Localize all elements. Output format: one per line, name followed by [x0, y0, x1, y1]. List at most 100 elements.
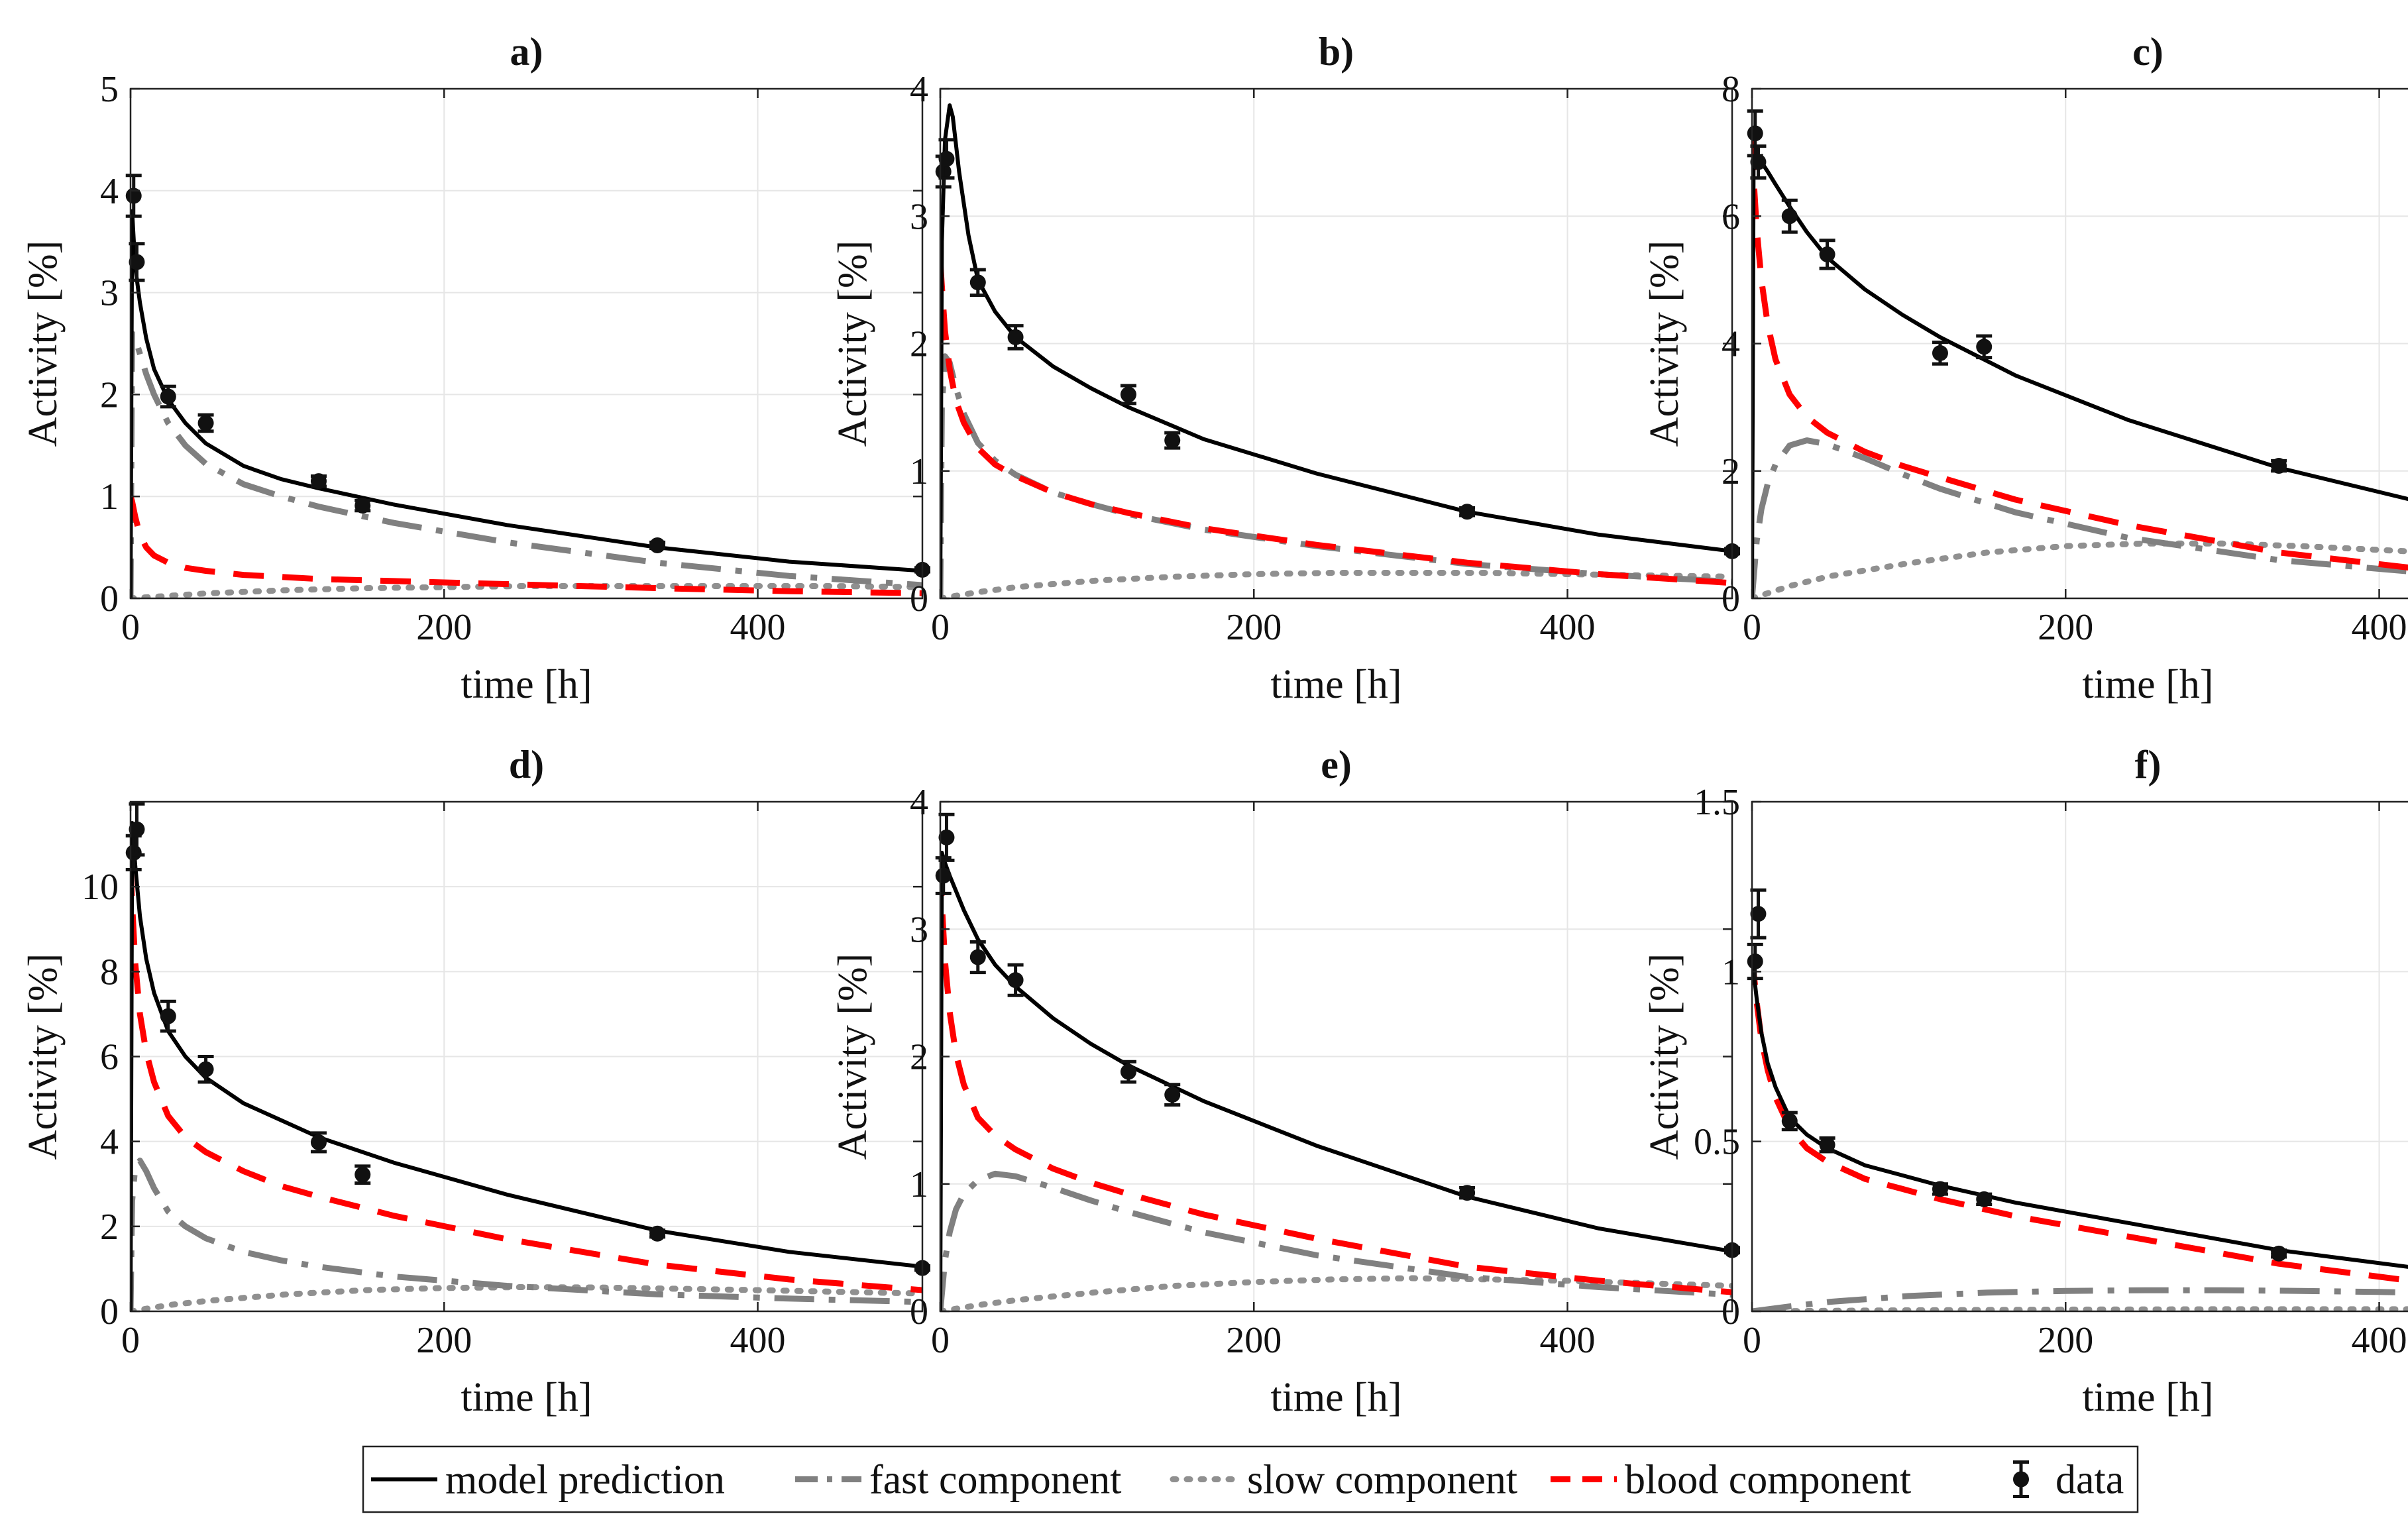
y-tick-label: 2 — [100, 374, 119, 415]
legend-label: data — [2055, 1458, 2124, 1503]
data-marker — [125, 844, 142, 861]
series-group — [940, 103, 1732, 598]
x-tick-label: 400 — [1540, 1320, 1596, 1361]
data-marker — [1819, 1136, 1835, 1153]
y-axis-label: Activity [%] — [21, 241, 66, 447]
data-marker — [355, 498, 371, 514]
data-point — [1459, 1185, 1476, 1201]
data-marker — [1120, 386, 1136, 403]
y-axis-label: Activity [%] — [1642, 241, 1687, 447]
data-point — [355, 498, 371, 514]
y-tick-label: 4 — [100, 171, 119, 212]
data-point — [649, 537, 666, 554]
y-tick-label: 2 — [100, 1207, 119, 1248]
legend-entry-slow-component: slow component — [1170, 1458, 1517, 1503]
data-point — [355, 1164, 371, 1185]
axes-box — [1751, 800, 2408, 1313]
series-group — [131, 209, 922, 598]
plot-area — [131, 89, 922, 598]
data-marker — [1819, 246, 1835, 262]
x-axis-label: time [h] — [1271, 662, 1402, 707]
legend: model prediction fast component slow compo… — [362, 1445, 2139, 1513]
x-tick-label: 0 — [931, 1320, 950, 1361]
y-tick-label: 0 — [100, 578, 119, 620]
x-tick-label: 0 — [121, 607, 140, 648]
data-marker — [1164, 1087, 1181, 1103]
data-point — [969, 268, 986, 297]
panel-a: 0 200 400 0 1 2 3 4 5 a) time [h] Activity [%] — [21, 30, 930, 707]
x-tick-label: 200 — [1226, 1320, 1282, 1361]
legend-label: model prediction — [445, 1458, 725, 1503]
data-point — [310, 1131, 327, 1154]
data-point — [1164, 431, 1181, 450]
data-marker — [649, 1225, 666, 1242]
y-tick-label: 4 — [910, 782, 928, 823]
series-blood-component — [940, 865, 1732, 1295]
data-point — [1120, 384, 1136, 406]
panel-c: 0 200 400 0 2 4 6 8 c) time [h] Activity [%] — [1642, 30, 2408, 707]
panel-title: d) — [509, 743, 544, 787]
series-slow-component — [131, 583, 922, 598]
series-blood-component — [131, 495, 922, 596]
data-point — [969, 940, 986, 975]
x-tick-label: 0 — [931, 607, 950, 648]
y-tick-label: 4 — [1722, 324, 1740, 365]
data-marker — [969, 274, 986, 291]
data-point — [1747, 942, 1763, 981]
x-tick-label: 400 — [2352, 607, 2407, 648]
x-tick-label: 200 — [416, 607, 472, 648]
data-marker — [1459, 504, 1476, 520]
data-marker — [1932, 1181, 1948, 1197]
y-tick-label: 8 — [100, 952, 119, 993]
data-marker — [1007, 972, 1024, 989]
legend-label: fast component — [869, 1458, 1122, 1503]
series-fast-component — [940, 1170, 1732, 1311]
y-axis-label: Activity [%] — [21, 954, 66, 1160]
panel-b: 0 200 400 0 1 2 3 4 b) time [h] Activity [%] — [830, 30, 1740, 707]
series-fast-component — [131, 330, 922, 598]
data-marker — [129, 254, 145, 270]
data-point — [1750, 888, 1767, 940]
data-point — [310, 473, 327, 490]
y-tick-label: 1 — [910, 451, 928, 492]
data-point — [1007, 963, 1024, 997]
data-point — [1819, 239, 1835, 270]
data-marker — [969, 949, 986, 965]
y-axis-label: Activity [%] — [1642, 954, 1687, 1160]
y-tick-label: 0 — [910, 1291, 928, 1333]
data-point — [935, 856, 952, 895]
y-tick-label: 4 — [100, 1122, 119, 1163]
legend-entry-model-prediction: model prediction — [371, 1458, 725, 1503]
data-marker — [1164, 432, 1181, 449]
y-tick-label: 2 — [910, 324, 928, 365]
y-axis-label: Activity [%] — [830, 954, 875, 1160]
y-tick-label: 0 — [1722, 1291, 1740, 1333]
y-axis-label: Activity [%] — [830, 241, 875, 447]
x-tick-label: 400 — [730, 607, 786, 648]
data-point — [1164, 1083, 1181, 1107]
data-point — [1976, 1191, 1993, 1207]
data-point — [1932, 1181, 1948, 1197]
series-fast-component — [1752, 1287, 2408, 1311]
data-point — [1781, 1111, 1798, 1132]
series-model-prediction — [940, 103, 1732, 598]
y-tick-label: 10 — [82, 867, 119, 908]
y-tick-label: 3 — [910, 909, 928, 950]
y-tick-label: 1 — [910, 1164, 928, 1205]
legend-entry-fast-component: fast component — [795, 1458, 1122, 1503]
data-point — [938, 138, 955, 180]
data-point — [1747, 109, 1763, 158]
y-tick-label: 6 — [100, 1037, 119, 1078]
panel-f: 0 200 400 0 0.5 1 1.5 f) time [h] Activity [%] — [1642, 743, 2408, 1420]
data-point — [125, 174, 142, 218]
x-tick-label: 200 — [1226, 607, 1282, 648]
data-marker — [129, 821, 145, 838]
data-point — [197, 1055, 214, 1084]
data-point — [160, 999, 176, 1033]
y-tick-label: 4 — [910, 69, 928, 110]
data-marker — [310, 473, 327, 490]
legend-label: slow component — [1247, 1458, 1517, 1503]
data-point — [129, 802, 145, 857]
data-marker — [1120, 1063, 1136, 1080]
panel-title: c) — [2132, 30, 2163, 74]
